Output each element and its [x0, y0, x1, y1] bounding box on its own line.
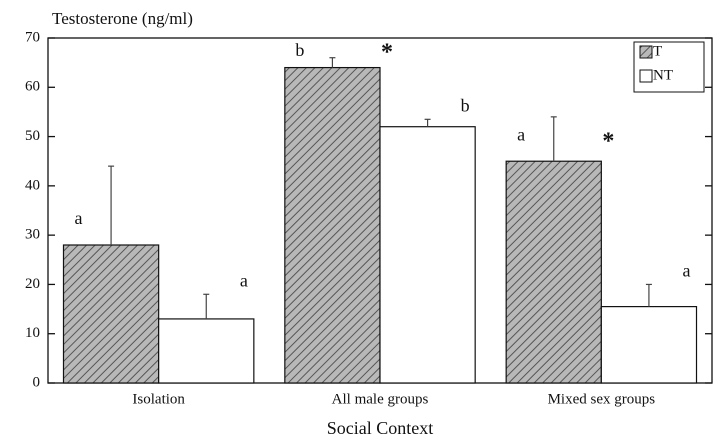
legend-swatch	[639, 69, 653, 83]
x-axis-label: Social Context	[327, 418, 434, 438]
y-tick-label: 40	[25, 177, 40, 193]
group-letter: b	[295, 40, 304, 60]
y-tick-label: 70	[25, 29, 40, 45]
group-letter: a	[240, 270, 248, 290]
y-tick-label: 10	[25, 325, 40, 341]
legend-label: NT	[653, 67, 673, 83]
x-tick-label: Mixed sex groups	[548, 391, 656, 407]
y-tick-label: 30	[25, 227, 40, 243]
y-tick-label: 0	[33, 374, 41, 390]
group-letter: a	[74, 208, 82, 228]
bar	[505, 160, 602, 384]
bar	[284, 66, 381, 384]
legend-swatch	[639, 45, 653, 59]
significance-mark: *	[381, 40, 393, 66]
legend-label: T	[653, 43, 662, 59]
bar	[379, 126, 476, 384]
y-axis-label: Testosterone (ng/ml)	[52, 9, 193, 28]
bar	[158, 318, 255, 384]
bar	[600, 306, 698, 384]
y-tick-label: 50	[25, 128, 40, 144]
bar	[62, 244, 160, 384]
group-letter: b	[461, 95, 470, 115]
y-tick-label: 60	[25, 79, 40, 95]
significance-mark: *	[602, 129, 614, 155]
y-tick-label: 20	[25, 276, 40, 292]
group-letter: a	[683, 261, 691, 281]
group-letter: a	[517, 124, 525, 144]
x-tick-label: Isolation	[132, 391, 185, 407]
x-tick-label: All male groups	[332, 391, 429, 407]
